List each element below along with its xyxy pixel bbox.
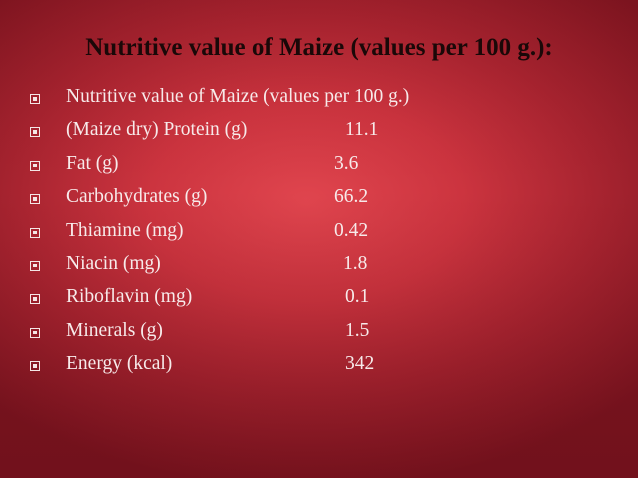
item-label: Fat (g) (66, 152, 119, 174)
list-item: Nutritive value of Maize (values per 100… (0, 84, 638, 117)
square-bullet-icon (30, 361, 40, 372)
item-label: Nutritive value of Maize (values per 100… (66, 86, 410, 107)
square-bullet-icon (30, 194, 40, 205)
square-bullet-icon (30, 94, 40, 104)
item-label: Thiamine (mg) (66, 219, 184, 241)
square-bullet-icon (30, 327, 40, 338)
square-bullet-icon (30, 260, 40, 271)
list-item: Carbohydrates (g) 66.2 (0, 184, 638, 217)
item-value: 342 (345, 353, 375, 375)
item-label: Niacin (mg) (66, 252, 161, 274)
list-item: (Maize dry) Protein (g) 11.1 (0, 117, 638, 150)
item-label: Minerals (g) (66, 319, 163, 341)
list-item: Minerals (g) 1.5 (0, 318, 638, 351)
nutrition-list: Nutritive value of Maize (values per 100… (0, 84, 638, 385)
item-value: 1.5 (345, 319, 370, 341)
square-bullet-icon (30, 160, 40, 171)
item-label: Riboflavin (mg) (66, 286, 193, 308)
square-bullet-icon (30, 227, 40, 238)
list-item: Riboflavin (mg) 0.1 (0, 284, 638, 317)
square-bullet-icon (30, 127, 40, 138)
list-item: Energy (kcal) 342 (0, 351, 638, 384)
list-item: Thiamine (mg) 0.42 (0, 218, 638, 251)
item-value: 0.42 (334, 219, 369, 241)
item-label: (Maize dry) Protein (g) (66, 119, 248, 141)
list-item: Fat (g) 3.6 (0, 151, 638, 184)
item-value: 0.1 (345, 286, 370, 308)
item-value: 66.2 (334, 186, 369, 208)
item-value: 11.1 (345, 119, 379, 141)
item-label: Energy (kcal) (66, 353, 173, 375)
item-value: 1.8 (343, 252, 368, 274)
list-item: Niacin (mg) 1.8 (0, 251, 638, 284)
item-value: 3.6 (334, 152, 359, 174)
slide-title: Nutritive value of Maize (values per 100… (85, 34, 553, 61)
item-label: Carbohydrates (g) (66, 186, 208, 208)
square-bullet-icon (30, 294, 40, 305)
